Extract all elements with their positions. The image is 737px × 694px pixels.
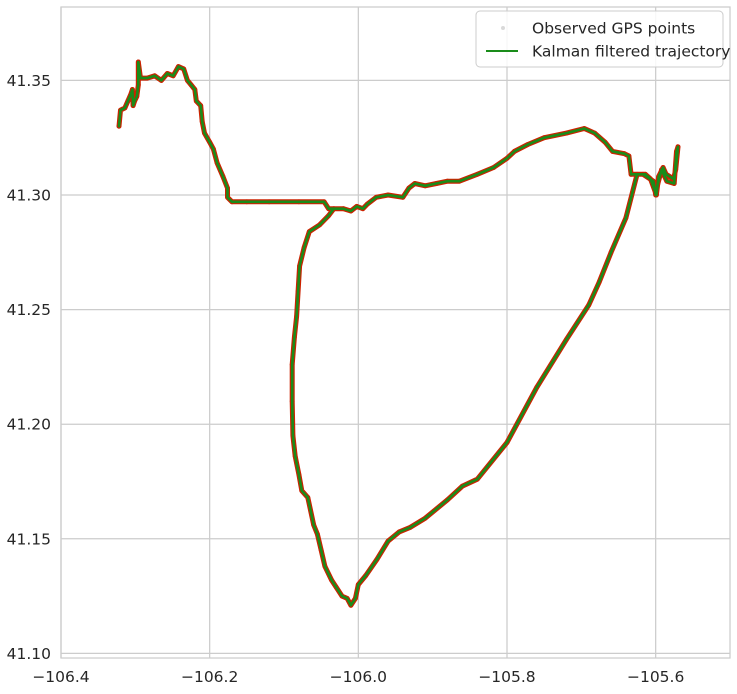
plot-frame xyxy=(60,6,731,659)
y-tick-label: 41.30 xyxy=(7,186,51,204)
x-tick-label: −106.0 xyxy=(330,668,387,686)
x-tick-label: −105.8 xyxy=(478,668,535,686)
x-tick-label: −106.2 xyxy=(181,668,238,686)
y-tick-label: 41.10 xyxy=(7,645,51,663)
legend-label-observed: Observed GPS points xyxy=(532,20,695,38)
kalman-trajectory-line xyxy=(117,60,680,607)
y-tick-label: 41.15 xyxy=(7,530,51,548)
legend-marker-observed xyxy=(501,26,505,30)
tick-labels: −106.4 −106.2 −106.0 −105.8 −105.6 41.10 41.15… xyxy=(7,72,685,686)
legend: Observed GPS points Kalman filtered traj… xyxy=(475,10,730,68)
y-tick-label: 41.25 xyxy=(7,301,51,319)
x-tick-label: −105.6 xyxy=(627,668,684,686)
y-tick-label: 41.20 xyxy=(7,416,51,434)
y-tick-label: 41.35 xyxy=(7,72,51,90)
x-tick-label: −106.4 xyxy=(32,668,89,686)
plot-area xyxy=(61,7,730,658)
legend-label-kalman: Kalman filtered trajectory xyxy=(532,43,730,61)
data-layer xyxy=(116,59,681,608)
legend-box xyxy=(475,10,724,68)
